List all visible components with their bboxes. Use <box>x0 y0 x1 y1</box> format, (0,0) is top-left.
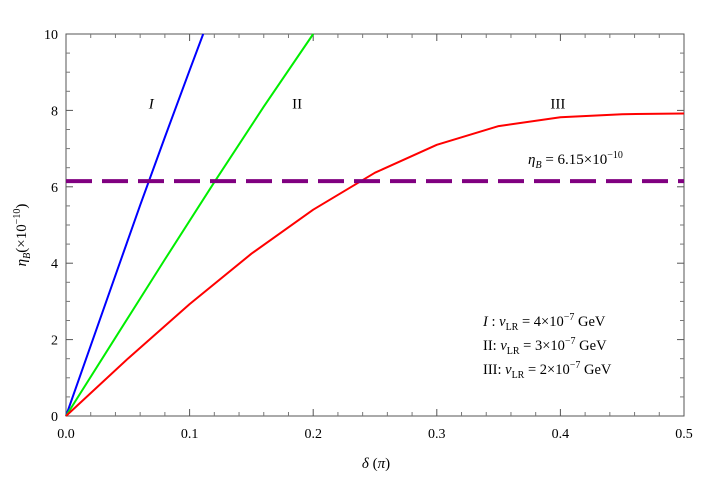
plot-border <box>65 33 685 417</box>
curve-label-I: I <box>148 96 155 112</box>
x-tick-label: 0.5 <box>675 427 693 442</box>
y-tick-label: 0 <box>51 410 58 425</box>
x-tick-label: 0.3 <box>428 427 446 442</box>
curve-label-II: II <box>292 96 302 112</box>
series-line-II <box>65 33 315 417</box>
x-axis-label: δ (π) <box>362 456 390 472</box>
curve-label-III: III <box>550 96 565 112</box>
x-tick-label: 0.2 <box>304 427 322 442</box>
x-tick-label: 0.1 <box>181 427 199 442</box>
series-line-I <box>65 33 205 417</box>
y-tick-label: 4 <box>51 257 58 272</box>
series-layer <box>65 33 685 417</box>
x-tick-label: 0.4 <box>552 427 570 442</box>
legend-line-2: II: vLR = 3×10−7 GeV <box>483 336 607 357</box>
plot-frame <box>65 33 685 417</box>
series-line-III <box>65 112 685 417</box>
legend-line-3: III: vLR = 2×10−7 GeV <box>483 360 612 381</box>
y-tick-label: 2 <box>51 334 58 349</box>
axis-ticks <box>65 33 685 417</box>
y-tick-label: 10 <box>44 28 58 43</box>
legend: I : vLR = 4×10−7 GeV II: vLR = 3×10−7 Ge… <box>482 312 612 381</box>
annotations: I II III <box>148 96 566 112</box>
legend-line-1: I : vLR = 4×10−7 GeV <box>482 312 606 333</box>
y-axis-label: ηB(×10−10) <box>12 204 33 267</box>
x-tick-label: 0.0 <box>57 427 75 442</box>
y-tick-label: 6 <box>51 181 58 196</box>
tick-labels: 0.0 0.1 0.2 0.3 0.4 0.5 0 2 4 6 8 10 <box>44 28 693 442</box>
reference-line-label: ηB = 6.15×10−10 <box>528 150 623 171</box>
y-tick-label: 8 <box>51 104 58 119</box>
